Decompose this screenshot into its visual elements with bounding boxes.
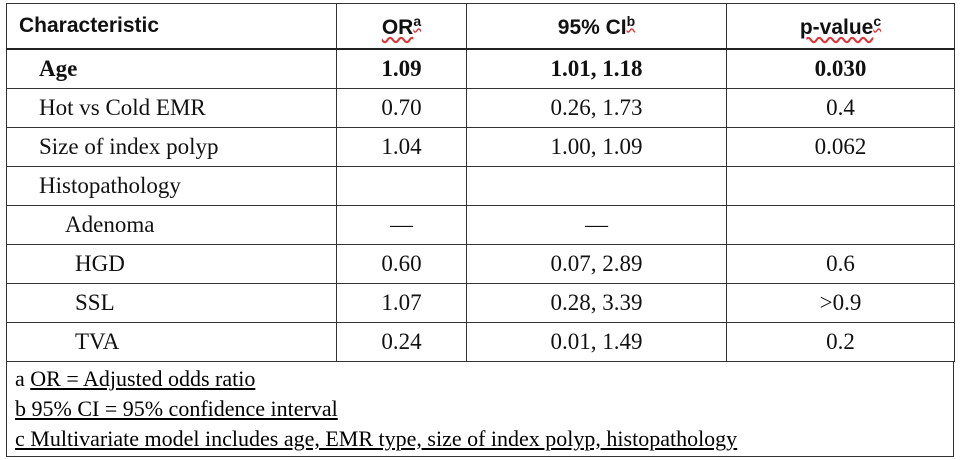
cell-p: 0.2 [726,322,955,362]
cell-ci: 1.01, 1.18 [466,48,727,89]
cell-p: 0.6 [726,244,955,284]
header-p-sup: c [873,12,882,29]
cell-or: 0.24 [336,322,467,362]
cell-or: 0.70 [336,88,467,128]
row-label: TVA [6,322,337,362]
footnote-c-text: c Multivariate model includes age, EMR t… [15,426,738,451]
header-p-label: p-value [799,15,874,39]
header-or-label: OR [381,15,414,39]
header-characteristic: Characteristic [6,3,337,50]
row-label: Adenoma [6,205,337,245]
header-ci-sup: b [626,12,636,29]
table-row-tva: TVA 0.24 0.01, 1.49 0.2 [6,322,955,362]
row-label: Age [6,48,337,89]
table-row-emr: Hot vs Cold EMR 0.70 0.26, 1.73 0.4 [6,88,955,128]
footnote-b: b 95% CI = 95% confidence interval [15,394,953,424]
cell-ci: 1.00, 1.09 [466,127,727,167]
row-label: Hot vs Cold EMR [6,88,337,128]
cell-or: 1.09 [336,48,467,89]
cell-ci: — [466,205,727,245]
row-label: Size of index polyp [6,127,337,167]
header-or: ORa [336,3,467,50]
cell-or: — [336,205,467,245]
row-label: SSL [6,283,337,323]
footnote-a: a OR = Adjusted odds ratio [15,364,953,394]
cell-p: >0.9 [726,283,955,323]
cell-p: 0.062 [726,127,955,167]
footnote-b-text: b 95% CI = 95% confidence interval [15,396,338,421]
cell-or: 0.60 [336,244,467,284]
cell-p [726,205,955,245]
table-row-adenoma: Adenoma — — [6,205,955,245]
table-row-ssl: SSL 1.07 0.28, 3.39 >0.9 [6,283,955,323]
table-row-polyp-size: Size of index polyp 1.04 1.00, 1.09 0.06… [6,127,955,167]
header-or-sup: a [413,12,422,29]
odds-ratio-table: Characteristic ORa 95% CIb p-valuec Age … [6,3,955,362]
header-p-value: p-valuec [726,3,955,50]
table-row-histopathology: Histopathology [6,166,955,206]
cell-ci: 0.07, 2.89 [466,244,727,284]
row-label: Histopathology [6,166,337,206]
cell-or: 1.07 [336,283,467,323]
cell-p: 0.4 [726,88,955,128]
cell-or [336,166,467,206]
footnote-a-letter: a [15,366,25,391]
header-ci: 95% CIb [466,3,727,50]
table-row-age: Age 1.09 1.01, 1.18 0.030 [6,48,955,89]
cell-ci: 0.26, 1.73 [466,88,727,128]
table-row-hgd: HGD 0.60 0.07, 2.89 0.6 [6,244,955,284]
cell-or: 1.04 [336,127,467,167]
cell-p: 0.030 [726,48,955,89]
cell-p [726,166,955,206]
footnotes: a OR = Adjusted odds ratio b 95% CI = 95… [6,362,954,457]
footnote-c: c Multivariate model includes age, EMR t… [15,424,953,454]
cell-ci: 0.01, 1.49 [466,322,727,362]
header-ci-label: 95% CI [557,15,627,39]
header-row: Characteristic ORa 95% CIb p-valuec [6,3,955,50]
regression-table-document: Characteristic ORa 95% CIb p-valuec Age … [6,3,955,457]
cell-ci [466,166,727,206]
row-label: HGD [6,244,337,284]
cell-ci: 0.28, 3.39 [466,283,727,323]
footnote-a-text: OR = Adjusted odds ratio [30,366,256,391]
